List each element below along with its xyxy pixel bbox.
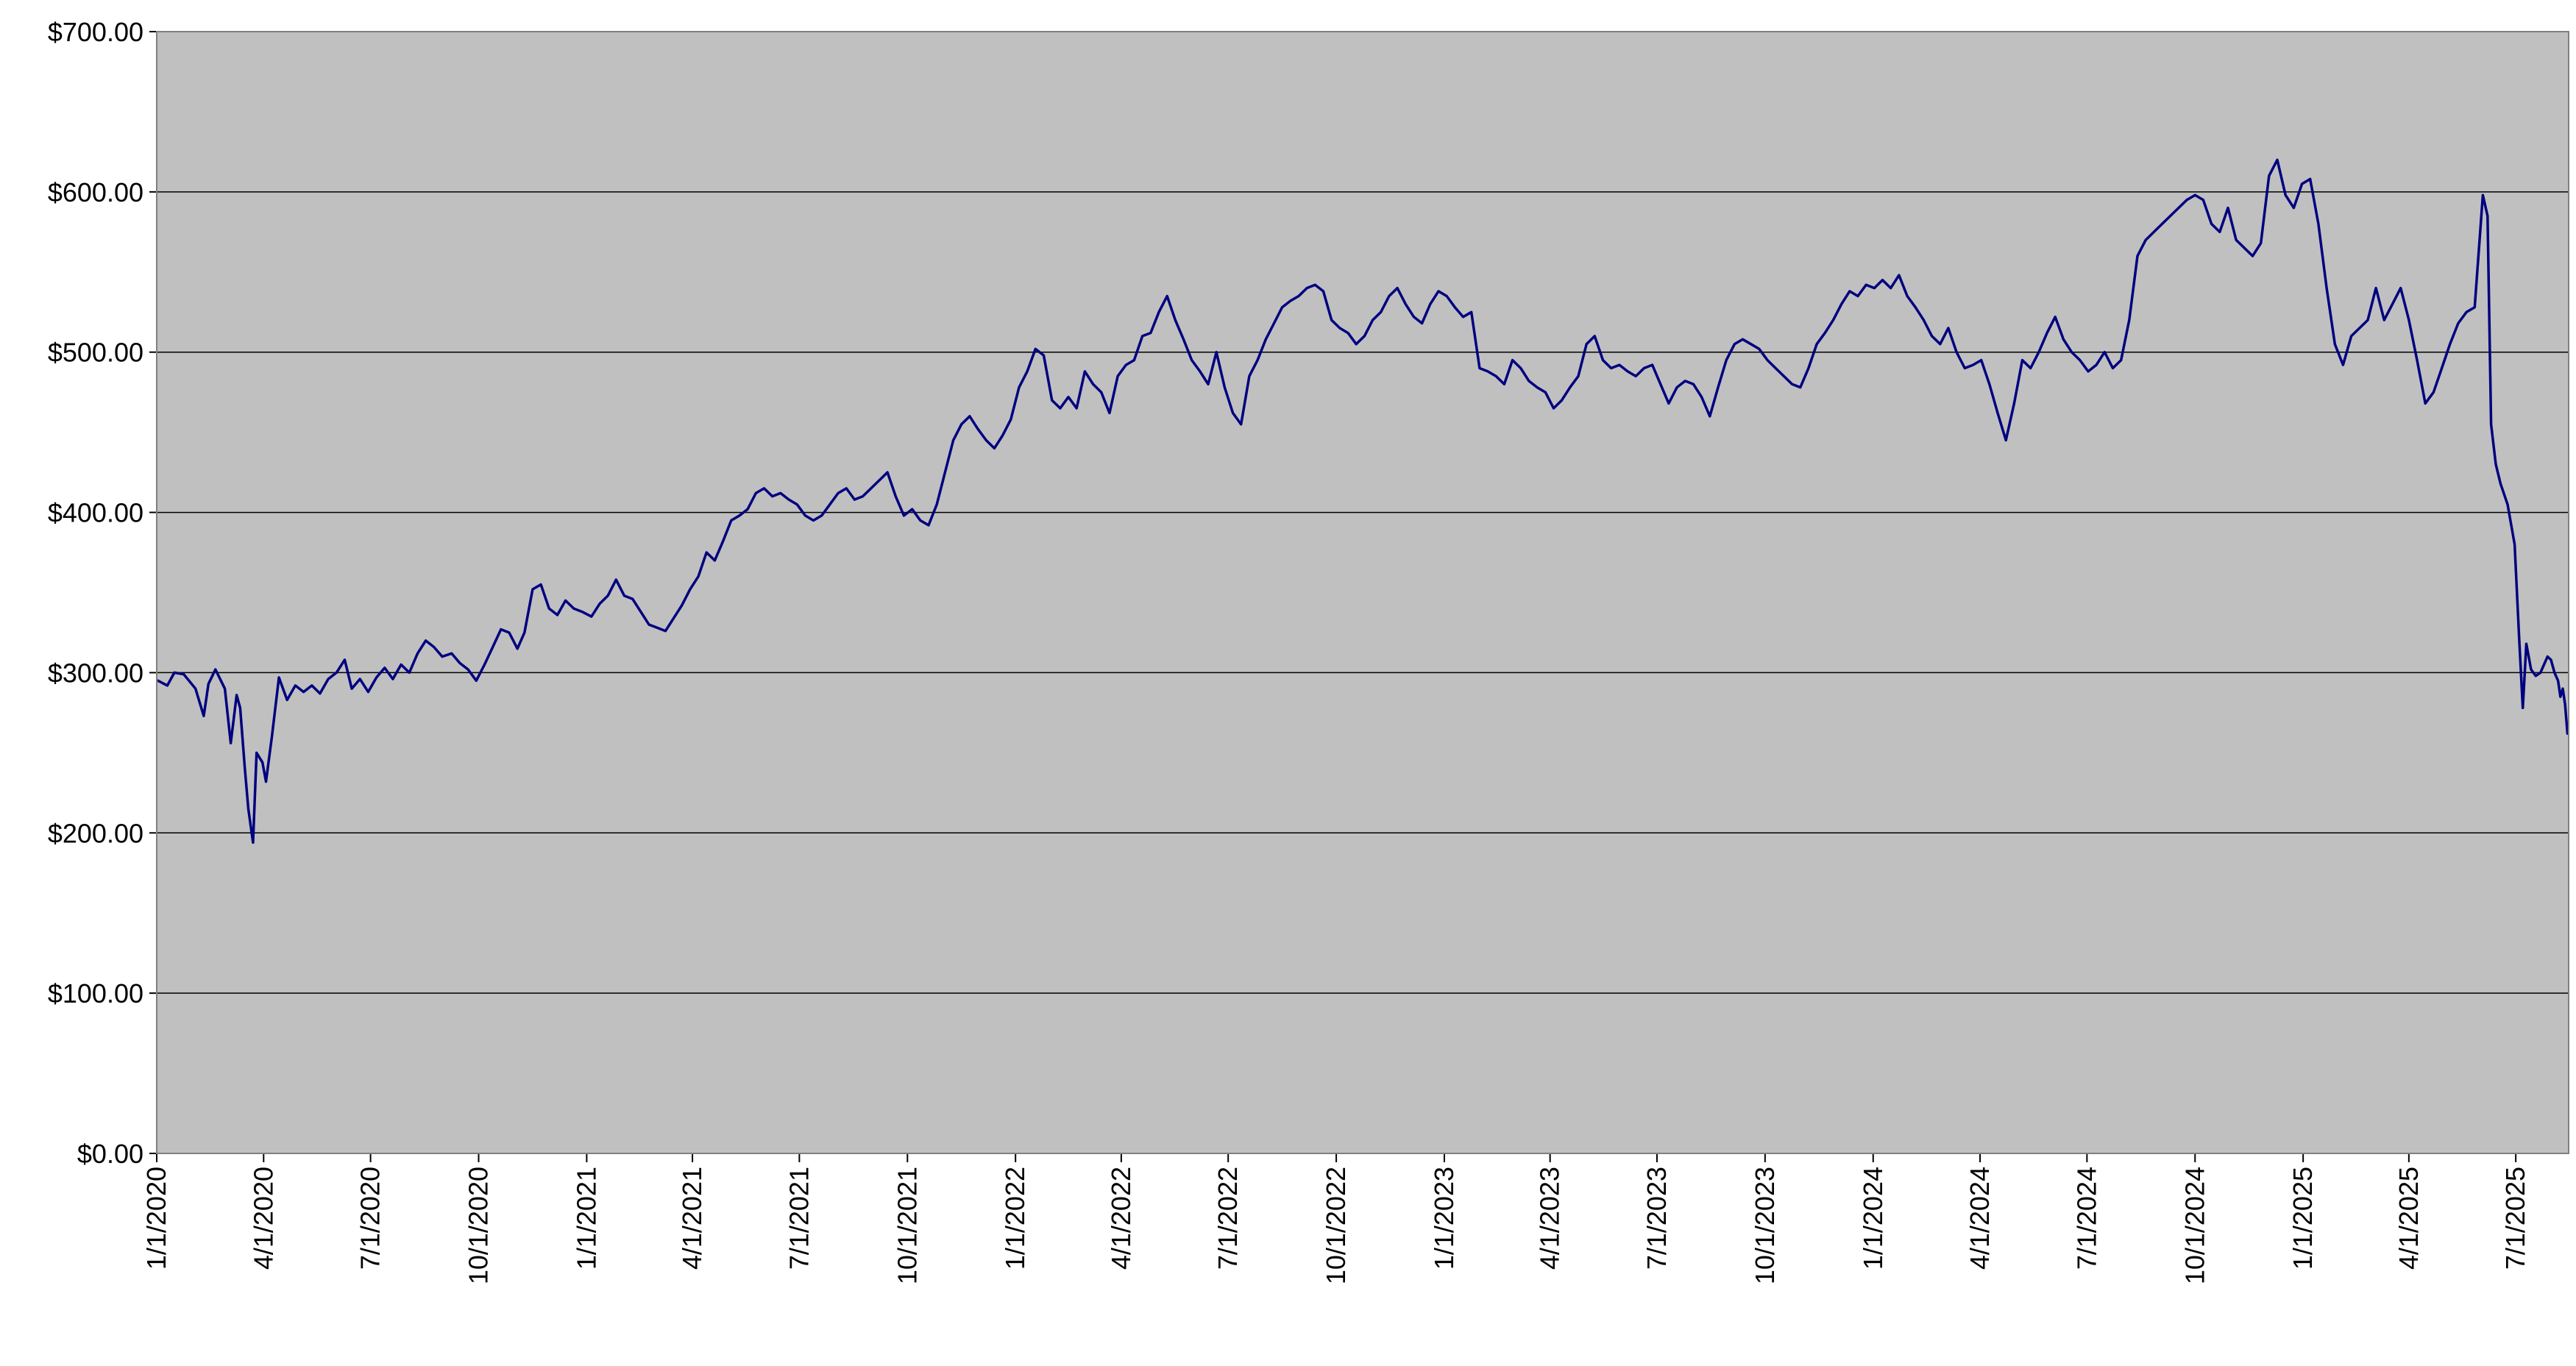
x-tick-label: 1/1/2024: [1858, 1167, 1888, 1270]
x-tick-label: 1/1/2022: [1000, 1167, 1030, 1270]
y-tick-label: $200.00: [48, 818, 143, 848]
y-tick-label: $0.00: [77, 1139, 143, 1169]
y-tick-label: $400.00: [48, 498, 143, 528]
x-tick-label: 4/1/2020: [248, 1167, 278, 1270]
x-tick-label: 10/1/2022: [1321, 1167, 1351, 1284]
x-tick-label: 7/1/2020: [355, 1167, 386, 1270]
y-tick-label: $500.00: [48, 338, 143, 368]
x-tick-label: 10/1/2021: [892, 1167, 922, 1284]
x-axis: 1/1/2020 4/1/2020 7/1/2020 10/1/2020 1/1/202…: [141, 1153, 2569, 1284]
x-tick-label: 10/1/2020: [463, 1167, 493, 1284]
x-tick-label: 7/1/2023: [1642, 1167, 1672, 1270]
series-group: [156, 158, 2569, 844]
x-tick-label: 1/1/2023: [1429, 1167, 1459, 1270]
x-tick-label: 1/1/2021: [571, 1167, 601, 1270]
x-tick-label: 7/1/2021: [784, 1167, 814, 1270]
series-points: [157, 160, 2568, 843]
x-tick-label: 7/1/2022: [1213, 1167, 1243, 1270]
x-tick-label: 4/1/2024: [1965, 1167, 1995, 1270]
y-tick-label: $300.00: [48, 658, 143, 688]
x-tick-label: 1/1/2020: [141, 1167, 171, 1270]
x-tick-label: 4/1/2021: [677, 1167, 707, 1270]
x-tick-label: 4/1/2022: [1106, 1167, 1136, 1270]
x-tick-label: 4/1/2025: [2394, 1167, 2424, 1270]
y-tick-label: $700.00: [48, 17, 143, 47]
plot-area-border: [156, 31, 2569, 1154]
x-tick-label: 10/1/2024: [2179, 1167, 2210, 1284]
y-tick-label: $100.00: [48, 978, 143, 1009]
plot-area-background: [157, 32, 2569, 1153]
x-tick-label: 7/1/2024: [2071, 1167, 2101, 1270]
x-tick-label: 7/1/2025: [2500, 1167, 2530, 1270]
y-tick-label: $600.00: [48, 177, 143, 207]
x-tick-label: 1/1/2025: [2288, 1167, 2318, 1270]
x-tick-label: 4/1/2023: [1535, 1167, 1565, 1270]
x-tick-label: 10/1/2023: [1750, 1167, 1780, 1284]
y-axis: $0.00 $100.00 $200.00 $300.00 $400.00 $500.00…: [48, 17, 157, 1169]
